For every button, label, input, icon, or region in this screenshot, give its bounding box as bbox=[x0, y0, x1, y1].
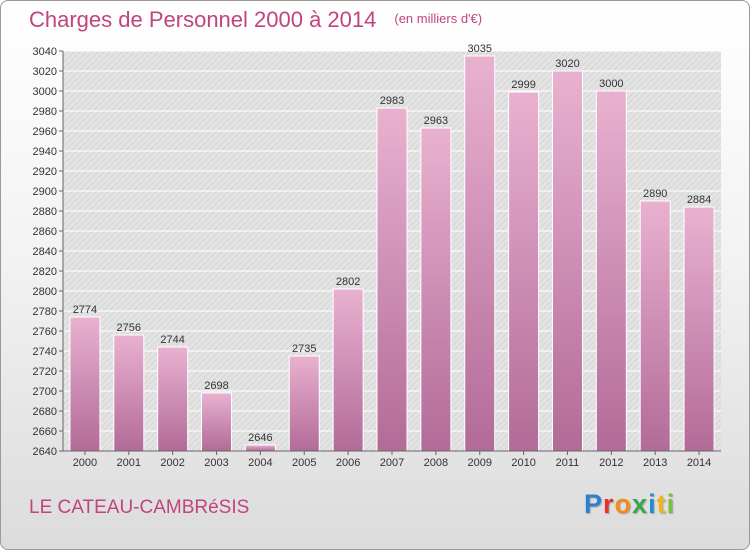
bar-value-label: 2890 bbox=[643, 188, 667, 200]
bar bbox=[376, 107, 408, 452]
y-tick-label: 2720 bbox=[33, 366, 57, 378]
bar bbox=[332, 288, 364, 452]
x-tick-label: 2012 bbox=[599, 457, 623, 469]
x-tick-label: 2001 bbox=[117, 457, 141, 469]
bar bbox=[244, 444, 276, 452]
x-tick-label: 2005 bbox=[292, 457, 316, 469]
y-tick-label: 2700 bbox=[33, 386, 57, 398]
bar bbox=[69, 316, 101, 452]
x-tick-label: 2003 bbox=[204, 457, 228, 469]
logo-letter: i bbox=[648, 489, 657, 519]
bar-value-label: 2646 bbox=[248, 432, 272, 444]
chart-subtitle: (en milliers d'€) bbox=[394, 11, 483, 26]
bar-value-label: 2774 bbox=[73, 304, 97, 316]
commune-name: LE CATEAU-CAMBRéSIS bbox=[29, 497, 250, 518]
bar bbox=[288, 355, 320, 452]
logo-letter: r bbox=[603, 489, 615, 519]
x-tick-label: 2009 bbox=[467, 457, 491, 469]
y-tick-label: 2660 bbox=[33, 426, 57, 438]
bar-value-label: 2963 bbox=[424, 115, 448, 127]
bar bbox=[508, 91, 540, 452]
bar-value-label: 2698 bbox=[204, 380, 228, 392]
y-tick-label: 2840 bbox=[33, 246, 57, 258]
y-tick-label: 2940 bbox=[33, 146, 57, 158]
bar bbox=[595, 90, 627, 452]
y-tick-label: 2880 bbox=[33, 206, 57, 218]
chart-title-text: Charges de Personnel 2000 à 2014 bbox=[29, 7, 377, 32]
chart-title: Charges de Personnel 2000 à 2014 (en mill… bbox=[29, 7, 482, 33]
y-tick-label: 2640 bbox=[33, 446, 57, 458]
y-tick-label: 2740 bbox=[33, 346, 57, 358]
bar-value-label: 3020 bbox=[555, 58, 579, 70]
bar bbox=[113, 334, 145, 452]
logo-letter: P bbox=[584, 489, 604, 519]
bar-value-label: 2756 bbox=[117, 322, 141, 334]
bar bbox=[201, 392, 233, 452]
y-tick-label: 2680 bbox=[33, 406, 57, 418]
bar-value-label: 2999 bbox=[511, 79, 535, 91]
y-tick-label: 2980 bbox=[33, 106, 57, 118]
x-tick-label: 2000 bbox=[73, 457, 97, 469]
bar-value-label: 2983 bbox=[380, 95, 404, 107]
x-tick-label: 2002 bbox=[160, 457, 184, 469]
x-tick-label: 2010 bbox=[511, 457, 535, 469]
logo-letter: o bbox=[614, 489, 633, 519]
bar-value-label: 3035 bbox=[467, 43, 491, 55]
bar bbox=[551, 70, 583, 452]
x-tick-label: 2004 bbox=[248, 457, 272, 469]
x-tick-label: 2014 bbox=[687, 457, 711, 469]
y-tick-label: 2760 bbox=[33, 326, 57, 338]
y-tick-label: 3020 bbox=[33, 66, 57, 78]
bar bbox=[639, 200, 671, 452]
bar-value-label: 2735 bbox=[292, 343, 316, 355]
logo-letter: t bbox=[656, 489, 667, 519]
y-tick-label: 2960 bbox=[33, 126, 57, 138]
y-tick-label: 2900 bbox=[33, 186, 57, 198]
x-tick-label: 2008 bbox=[424, 457, 448, 469]
x-tick-label: 2013 bbox=[643, 457, 667, 469]
x-tick-label: 2007 bbox=[380, 457, 404, 469]
bar-value-label: 2884 bbox=[687, 194, 711, 206]
y-tick-label: 2800 bbox=[33, 286, 57, 298]
y-tick-label: 3000 bbox=[33, 86, 57, 98]
x-tick-label: 2006 bbox=[336, 457, 360, 469]
y-tick-label: 2860 bbox=[33, 226, 57, 238]
logo-letter: x bbox=[632, 489, 649, 519]
bar-value-label: 2802 bbox=[336, 276, 360, 288]
x-tick-label: 2011 bbox=[556, 457, 580, 469]
logo-letter: i bbox=[666, 489, 676, 519]
bar bbox=[420, 127, 452, 452]
bar bbox=[157, 346, 189, 452]
bar bbox=[464, 55, 496, 452]
bar-value-label: 3000 bbox=[599, 78, 623, 90]
bar-value-label: 2744 bbox=[160, 334, 184, 346]
y-tick-label: 2920 bbox=[33, 166, 57, 178]
y-tick-label: 2780 bbox=[33, 306, 57, 318]
y-tick-label: 3040 bbox=[33, 46, 57, 58]
y-tick-label: 2820 bbox=[33, 266, 57, 278]
bar bbox=[683, 206, 715, 452]
proxiti-logo[interactable]: Proxiti bbox=[584, 489, 675, 520]
